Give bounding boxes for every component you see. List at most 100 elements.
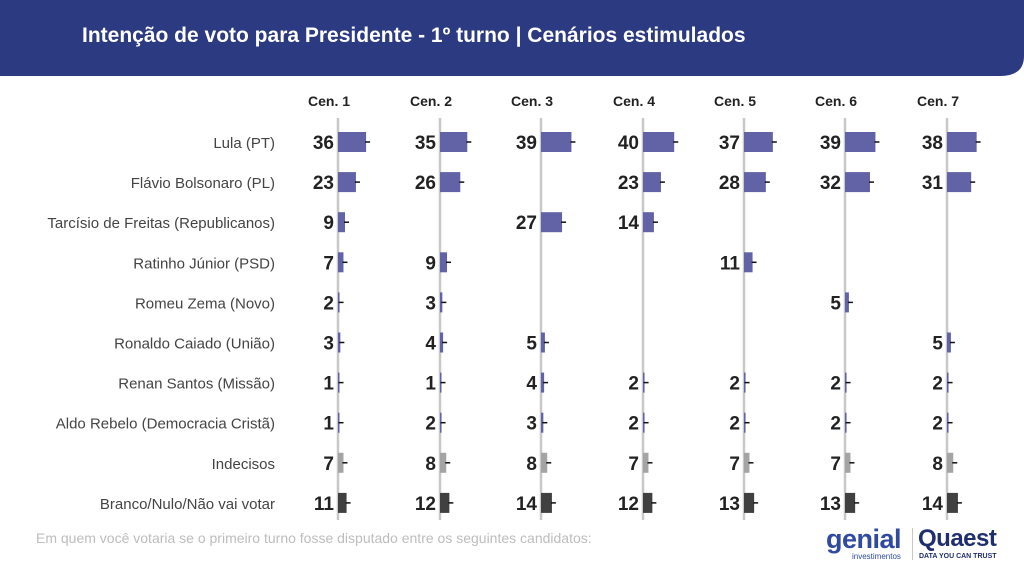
category-label: Indecisos (212, 456, 275, 473)
bar (643, 492, 653, 513)
value-label: 4 (526, 374, 537, 395)
value-label: 14 (922, 494, 944, 515)
header-background (0, 0, 1024, 76)
category-label: Tarcísio de Freitas (Republicanos) (47, 215, 275, 232)
genial-logo-word: genial (826, 524, 902, 554)
bar (643, 132, 675, 152)
value-label: 14 (618, 213, 640, 234)
category-label: Lula (PT) (213, 135, 275, 152)
footnote: Em quem você votaria se o primeiro turno… (36, 530, 592, 546)
bar (440, 292, 443, 313)
bar (541, 372, 545, 393)
value-label: 7 (729, 454, 740, 475)
value-label: 5 (526, 334, 537, 355)
value-label: 2 (830, 414, 841, 435)
value-label: 31 (922, 173, 944, 194)
header-banner: Intenção de voto para Presidente - 1º tu… (0, 0, 1024, 80)
genial-logo: genial investimentos (826, 524, 908, 564)
value-label: 2 (425, 414, 436, 435)
bar (643, 212, 654, 233)
value-label: 7 (830, 454, 841, 475)
bar (541, 212, 563, 233)
bar (338, 212, 346, 233)
bar (338, 172, 356, 193)
value-label: 28 (719, 173, 740, 194)
bar (541, 452, 548, 473)
bar (541, 492, 552, 513)
bar (541, 332, 545, 353)
value-label: 1 (323, 414, 334, 435)
value-label: 37 (719, 133, 740, 154)
bar (947, 332, 951, 353)
quaest-logo-sub: DATA YOU CAN TRUST (919, 553, 997, 560)
scenario-header: Cen. 6 (815, 93, 857, 109)
bar (845, 292, 849, 313)
value-label: 7 (323, 454, 334, 475)
bar (338, 132, 367, 152)
value-label: 5 (830, 293, 841, 314)
value-label: 2 (830, 374, 841, 395)
bar (338, 252, 344, 273)
value-label: 3 (526, 414, 537, 435)
value-label: 14 (516, 494, 538, 515)
bar (440, 492, 450, 513)
value-label: 23 (618, 173, 639, 194)
bar (845, 172, 870, 193)
value-label: 2 (932, 414, 943, 435)
value-label: 2 (628, 374, 639, 395)
scenario-header: Cen. 2 (410, 93, 452, 109)
bar (744, 492, 755, 513)
value-label: 1 (425, 374, 436, 395)
bar (440, 252, 448, 273)
bar (947, 452, 954, 473)
bar (947, 172, 972, 193)
category-label: Aldo Rebelo (Democracia Cristã) (56, 416, 275, 433)
value-label: 2 (323, 293, 334, 314)
category-label: Romeu Zema (Novo) (135, 295, 275, 312)
category-label: Ronaldo Caiado (União) (114, 336, 275, 353)
bar (845, 492, 856, 513)
value-label: 2 (729, 414, 740, 435)
category-label: Flávio Bolsonaro (PL) (131, 175, 275, 192)
value-label: 12 (415, 494, 436, 515)
scenario-header: Cen. 3 (511, 93, 553, 109)
logo-divider (912, 528, 913, 560)
bar (338, 492, 347, 513)
bar (744, 252, 753, 273)
value-label: 2 (729, 374, 740, 395)
genial-logo-sub: investimentos (852, 552, 901, 561)
bar (845, 452, 851, 473)
value-label: 35 (415, 133, 437, 154)
bar (338, 452, 344, 473)
value-label: 8 (425, 454, 436, 475)
bar (440, 172, 461, 193)
chart-area: Cen. 1 Cen. 2 Cen. 3 Cen. 4 Cen. 5 Cen. 6 Cen.… (47, 93, 981, 520)
category-label: Ratinho Júnior (PSD) (133, 255, 275, 272)
scenario-header: Cen. 4 (613, 93, 655, 109)
bar (541, 412, 544, 433)
scenario-header: Cen. 7 (917, 93, 959, 109)
value-label: 4 (425, 334, 436, 355)
bar (845, 132, 876, 152)
value-label: 11 (314, 494, 335, 515)
bar (440, 332, 444, 353)
bar (744, 172, 766, 193)
value-label: 39 (516, 133, 537, 154)
page-title: Intenção de voto para Presidente - 1º tu… (82, 24, 746, 47)
bar (744, 132, 773, 152)
value-label: 7 (323, 253, 334, 274)
value-label: 8 (526, 454, 537, 475)
value-label: 40 (618, 133, 639, 154)
value-label: 5 (932, 334, 943, 355)
value-label: 39 (820, 133, 841, 154)
value-label: 32 (820, 173, 841, 194)
quaest-logo-word: Quaest (918, 525, 997, 552)
bar (744, 452, 750, 473)
bar (643, 172, 661, 193)
value-label: 2 (628, 414, 639, 435)
value-label: 9 (425, 253, 436, 274)
bar (338, 332, 341, 353)
value-label: 8 (932, 454, 943, 475)
category-label: Branco/Nulo/Não vai votar (100, 496, 275, 513)
value-label: 13 (820, 494, 841, 515)
